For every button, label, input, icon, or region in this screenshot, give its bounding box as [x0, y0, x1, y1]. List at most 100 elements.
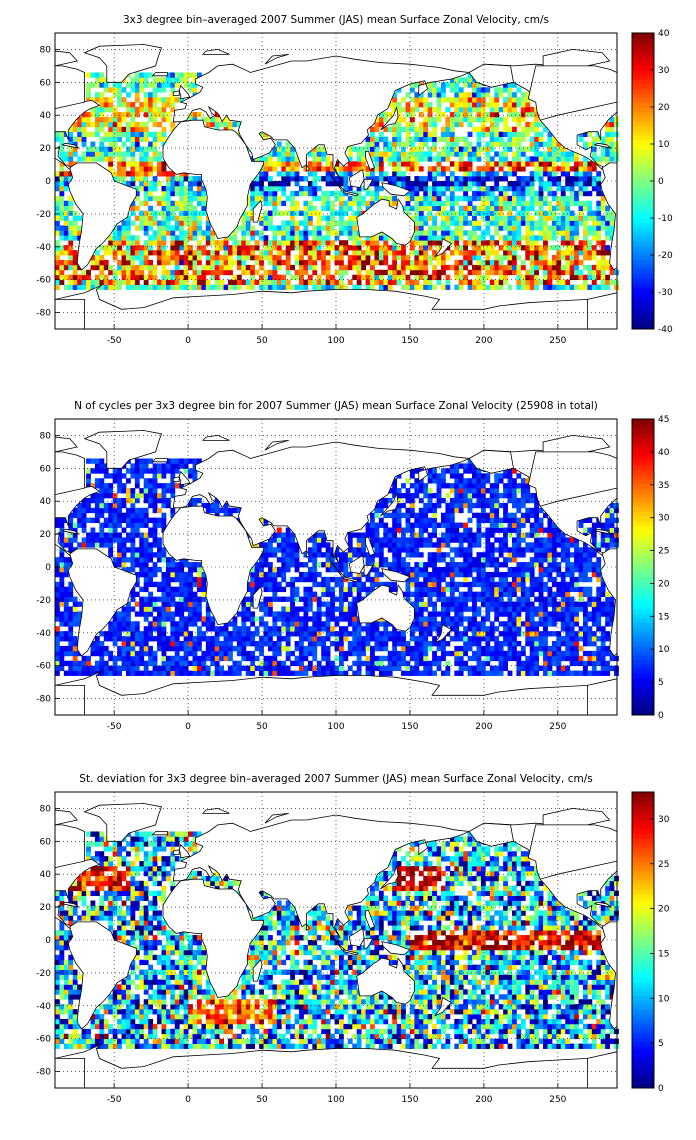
heatmap-cell: [378, 636, 384, 642]
heatmap-cell: [503, 97, 508, 103]
heatmap-cell: [143, 107, 149, 113]
heatmap-cell: [529, 626, 535, 632]
heatmap-cell: [432, 141, 437, 147]
heatmap-cell: [409, 631, 415, 637]
heatmap-cell: [68, 250, 74, 256]
heatmap-cell: [219, 240, 224, 246]
heatmap-cell: [179, 210, 185, 216]
heatmap-cell: [591, 650, 597, 657]
heatmap-cell: [223, 650, 229, 657]
heatmap-cell: [174, 97, 180, 103]
heatmap-cell: [59, 181, 65, 187]
heatmap-cell: [325, 670, 331, 676]
heatmap-cell: [374, 161, 380, 167]
heatmap-cell: [591, 596, 597, 602]
heatmap-cell: [441, 225, 446, 231]
heatmap-cell: [525, 146, 531, 152]
heatmap-cell: [538, 665, 544, 671]
heatmap-cell: [139, 225, 145, 231]
heatmap-cell: [263, 284, 269, 290]
heatmap-cell: [210, 269, 216, 276]
heatmap-cell: [139, 586, 145, 593]
heatmap-cell: [148, 269, 154, 276]
heatmap-cell: [179, 631, 185, 637]
heatmap-cell: [520, 670, 526, 676]
heatmap-cell: [179, 181, 185, 187]
heatmap-cell: [511, 645, 517, 652]
heatmap-cell: [441, 616, 446, 622]
heatmap-cell: [352, 650, 358, 657]
heatmap-cell: [556, 146, 562, 152]
heatmap-cell: [103, 670, 109, 676]
heatmap-cell: [259, 660, 264, 667]
heatmap-cell: [161, 225, 167, 231]
heatmap-cell: [201, 596, 207, 602]
heatmap-cell: [183, 259, 189, 266]
heatmap-cell: [547, 210, 553, 216]
heatmap-cell: [188, 641, 193, 647]
heatmap-cell: [299, 250, 304, 256]
heatmap-cell: [543, 141, 548, 147]
heatmap-cell: [108, 250, 114, 256]
heatmap-cell: [383, 636, 389, 642]
heatmap-cell: [143, 255, 149, 261]
heatmap-cell: [192, 269, 198, 276]
heatmap-cell: [334, 636, 340, 642]
heatmap-cell: [600, 601, 606, 607]
heatmap-cell: [94, 650, 100, 657]
heatmap-cell: [232, 245, 238, 251]
heatmap-cell: [569, 641, 575, 647]
heatmap-cell: [489, 220, 495, 226]
heatmap-cell: [103, 131, 109, 137]
colorbar-tick-label: 40: [658, 29, 670, 39]
heatmap-cell: [134, 190, 140, 197]
heatmap-cell: [445, 151, 451, 157]
heatmap-cell: [378, 284, 384, 290]
heatmap-cell: [454, 151, 460, 157]
heatmap-cell: [214, 259, 220, 266]
heatmap-cell: [529, 279, 535, 285]
heatmap-cell: [418, 269, 424, 276]
heatmap-cell: [494, 606, 500, 612]
heatmap-cell: [605, 126, 611, 133]
heatmap-cell: [272, 660, 278, 667]
colorbar-segment: [632, 282, 654, 288]
heatmap-cell: [591, 665, 597, 671]
heatmap-cell: [605, 284, 611, 290]
heatmap-cell: [582, 185, 588, 192]
heatmap-cell: [259, 670, 264, 676]
heatmap-cell: [596, 171, 602, 177]
heatmap-cell: [303, 606, 309, 612]
heatmap-cell: [161, 660, 167, 667]
heatmap-cell: [551, 645, 557, 652]
heatmap-cell: [534, 586, 540, 593]
heatmap-cell: [112, 655, 118, 662]
heatmap-cell: [480, 210, 486, 216]
heatmap-cell: [587, 626, 593, 632]
heatmap-cell: [427, 210, 433, 216]
heatmap-cell: [108, 631, 114, 637]
heatmap-cell: [463, 102, 469, 108]
heatmap-cell: [121, 645, 127, 652]
heatmap-cell: [303, 670, 309, 676]
heatmap-cell: [165, 655, 171, 662]
heatmap-cell: [223, 621, 229, 627]
heatmap-cell: [503, 121, 508, 128]
heatmap-cell: [516, 626, 522, 632]
heatmap-cell: [330, 591, 335, 597]
heatmap-cell: [525, 107, 531, 113]
heatmap-cell: [94, 72, 100, 78]
heatmap-cell: [445, 195, 451, 202]
landmass: [55, 65, 85, 110]
heatmap-cell: [312, 591, 318, 597]
heatmap-cell: [112, 225, 118, 231]
heatmap-cell: [560, 284, 566, 290]
heatmap-cell: [281, 230, 287, 236]
heatmap-cell: [494, 107, 500, 113]
heatmap-cell: [267, 636, 273, 642]
heatmap-cell: [316, 284, 322, 290]
heatmap-cell: [321, 621, 327, 627]
heatmap-cell: [330, 161, 335, 167]
heatmap-cell: [520, 279, 526, 285]
